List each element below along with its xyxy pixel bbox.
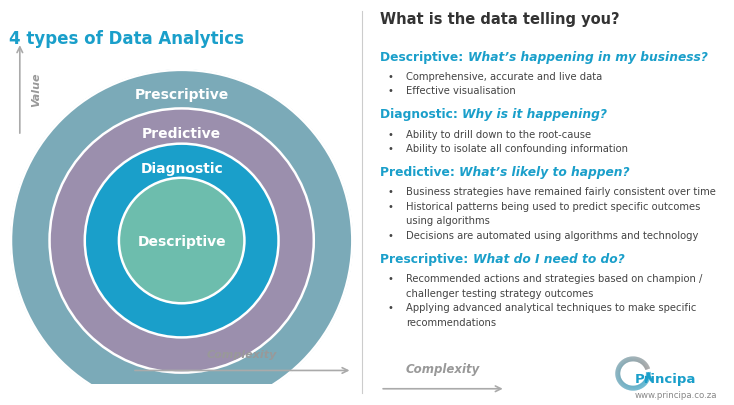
Text: www.principa.co.za: www.principa.co.za xyxy=(634,390,717,399)
Text: What’s likely to happen?: What’s likely to happen? xyxy=(459,166,630,179)
Text: Complexity: Complexity xyxy=(406,362,480,375)
Text: Diagnostic: Diagnostic xyxy=(140,162,223,175)
Circle shape xyxy=(50,109,313,373)
Text: •: • xyxy=(388,72,393,82)
Text: Decisions are automated using algorithms and technology: Decisions are automated using algorithms… xyxy=(406,230,699,241)
Text: •: • xyxy=(388,201,393,211)
Text: Historical patterns being used to predict specific outcomes: Historical patterns being used to predic… xyxy=(406,201,700,211)
Text: •: • xyxy=(388,303,393,313)
Text: Applying advanced analytical techniques to make specific: Applying advanced analytical techniques … xyxy=(406,303,697,313)
Circle shape xyxy=(11,71,352,405)
Text: Complexity: Complexity xyxy=(207,350,277,360)
Text: Value: Value xyxy=(31,72,41,107)
Circle shape xyxy=(119,178,244,303)
Text: •: • xyxy=(388,129,393,139)
Circle shape xyxy=(84,144,279,338)
Text: Principa: Principa xyxy=(634,372,696,385)
Text: Why is it happening?: Why is it happening? xyxy=(462,108,608,121)
Text: •: • xyxy=(388,187,393,197)
Text: Prescriptive:: Prescriptive: xyxy=(380,252,473,265)
Text: •: • xyxy=(388,273,393,283)
Text: recommendations: recommendations xyxy=(406,317,496,327)
Text: challenger testing strategy outcomes: challenger testing strategy outcomes xyxy=(406,288,593,298)
Text: •: • xyxy=(388,144,393,154)
Text: •: • xyxy=(388,230,393,241)
Text: What’s happening in my business?: What’s happening in my business? xyxy=(468,51,708,64)
Text: Descriptive:: Descriptive: xyxy=(380,51,468,64)
Text: Recommended actions and strategies based on champion /: Recommended actions and strategies based… xyxy=(406,273,702,283)
Text: Prescriptive: Prescriptive xyxy=(134,88,229,102)
Text: What do I need to do?: What do I need to do? xyxy=(473,252,625,265)
Text: Business strategies have remained fairly consistent over time: Business strategies have remained fairly… xyxy=(406,187,716,197)
Text: Ability to drill down to the root-cause: Ability to drill down to the root-cause xyxy=(406,129,591,139)
Text: Comprehensive, accurate and live data: Comprehensive, accurate and live data xyxy=(406,72,603,82)
Text: Predictive:: Predictive: xyxy=(380,166,459,179)
Text: Ability to isolate all confounding information: Ability to isolate all confounding infor… xyxy=(406,144,628,154)
Text: Descriptive: Descriptive xyxy=(137,234,226,248)
Text: Diagnostic:: Diagnostic: xyxy=(380,108,462,121)
Text: •: • xyxy=(388,86,393,96)
Text: using algorithms: using algorithms xyxy=(406,216,490,226)
Text: What is the data telling you?: What is the data telling you? xyxy=(380,12,620,27)
Text: 4 types of Data Analytics: 4 types of Data Analytics xyxy=(9,30,244,48)
Text: Effective visualisation: Effective visualisation xyxy=(406,86,516,96)
Text: Predictive: Predictive xyxy=(142,126,221,140)
